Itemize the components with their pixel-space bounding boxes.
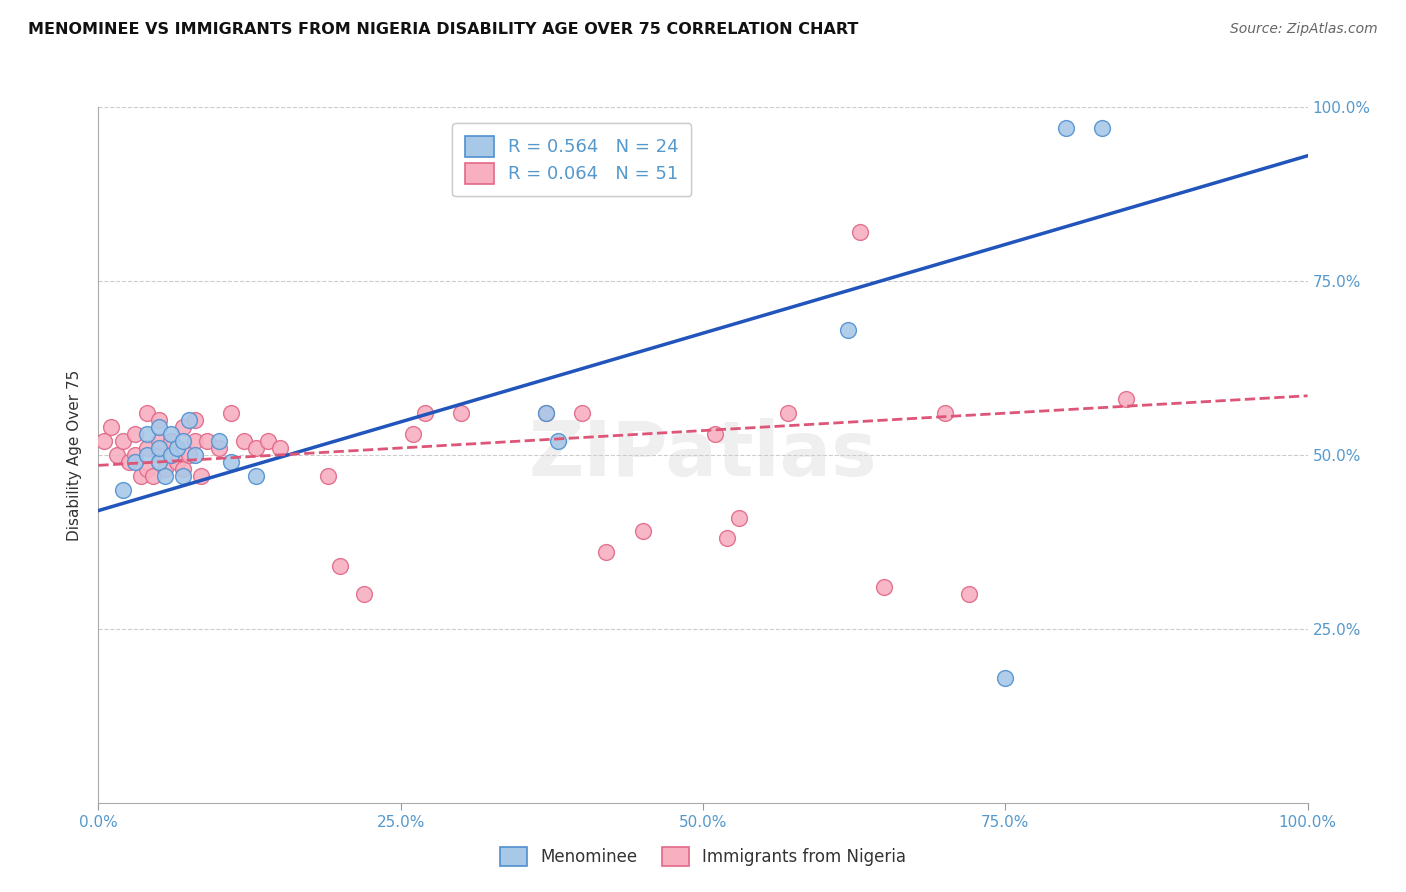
Point — [129, 468, 152, 483]
Point — [135, 462, 157, 476]
Point — [1115, 392, 1137, 407]
Point — [353, 587, 375, 601]
Point — [873, 580, 896, 594]
Point — [148, 448, 170, 462]
Point — [1091, 120, 1114, 135]
Text: ZIPatlas: ZIPatlas — [529, 418, 877, 491]
Point — [135, 448, 157, 462]
Point — [208, 434, 231, 448]
Point — [256, 434, 278, 448]
Point — [124, 448, 146, 462]
Point — [172, 434, 194, 448]
Point — [595, 545, 617, 559]
Point — [329, 559, 352, 574]
Point — [184, 434, 207, 448]
Point — [413, 406, 436, 420]
Legend: R = 0.564   N = 24, R = 0.064   N = 51: R = 0.564 N = 24, R = 0.064 N = 51 — [453, 123, 692, 196]
Point — [111, 483, 134, 497]
Point — [179, 413, 201, 427]
Point — [232, 434, 254, 448]
Point — [160, 434, 183, 448]
Point — [716, 532, 738, 546]
Point — [195, 434, 218, 448]
Point — [118, 455, 141, 469]
Point — [631, 524, 654, 539]
Point — [160, 448, 183, 462]
Text: MENOMINEE VS IMMIGRANTS FROM NIGERIA DISABILITY AGE OVER 75 CORRELATION CHART: MENOMINEE VS IMMIGRANTS FROM NIGERIA DIS… — [28, 22, 859, 37]
Point — [208, 441, 231, 455]
Point — [160, 427, 183, 442]
Point — [135, 441, 157, 455]
Point — [148, 455, 170, 469]
Point — [849, 225, 872, 239]
Point — [148, 441, 170, 455]
Point — [100, 420, 122, 434]
Point — [148, 434, 170, 448]
Point — [534, 406, 557, 420]
Point — [124, 455, 146, 469]
Point — [190, 468, 212, 483]
Point — [160, 448, 183, 462]
Point — [135, 406, 157, 420]
Point — [148, 420, 170, 434]
Point — [571, 406, 593, 420]
Point — [166, 455, 188, 469]
Point — [184, 448, 207, 462]
Point — [245, 468, 267, 483]
Y-axis label: Disability Age Over 75: Disability Age Over 75 — [67, 369, 83, 541]
Point — [148, 413, 170, 427]
Point — [316, 468, 339, 483]
Point — [105, 448, 128, 462]
Point — [172, 420, 194, 434]
Point — [450, 406, 472, 420]
Point — [704, 427, 727, 442]
Point — [184, 413, 207, 427]
Point — [124, 427, 146, 442]
Point — [142, 468, 165, 483]
Point — [269, 441, 291, 455]
Point — [547, 434, 569, 448]
Point — [179, 448, 201, 462]
Point — [994, 671, 1017, 685]
Point — [135, 427, 157, 442]
Point — [166, 441, 188, 455]
Point — [1054, 120, 1077, 135]
Text: Source: ZipAtlas.com: Source: ZipAtlas.com — [1230, 22, 1378, 37]
Point — [153, 468, 176, 483]
Point — [837, 323, 859, 337]
Point — [153, 462, 176, 476]
Legend: Menominee, Immigrants from Nigeria: Menominee, Immigrants from Nigeria — [492, 838, 914, 875]
Point — [172, 462, 194, 476]
Point — [728, 510, 751, 524]
Point — [221, 406, 243, 420]
Point — [402, 427, 425, 442]
Point — [221, 455, 243, 469]
Point — [776, 406, 799, 420]
Point — [934, 406, 956, 420]
Point — [534, 406, 557, 420]
Point — [245, 441, 267, 455]
Point — [111, 434, 134, 448]
Point — [93, 434, 115, 448]
Point — [172, 468, 194, 483]
Point — [957, 587, 980, 601]
